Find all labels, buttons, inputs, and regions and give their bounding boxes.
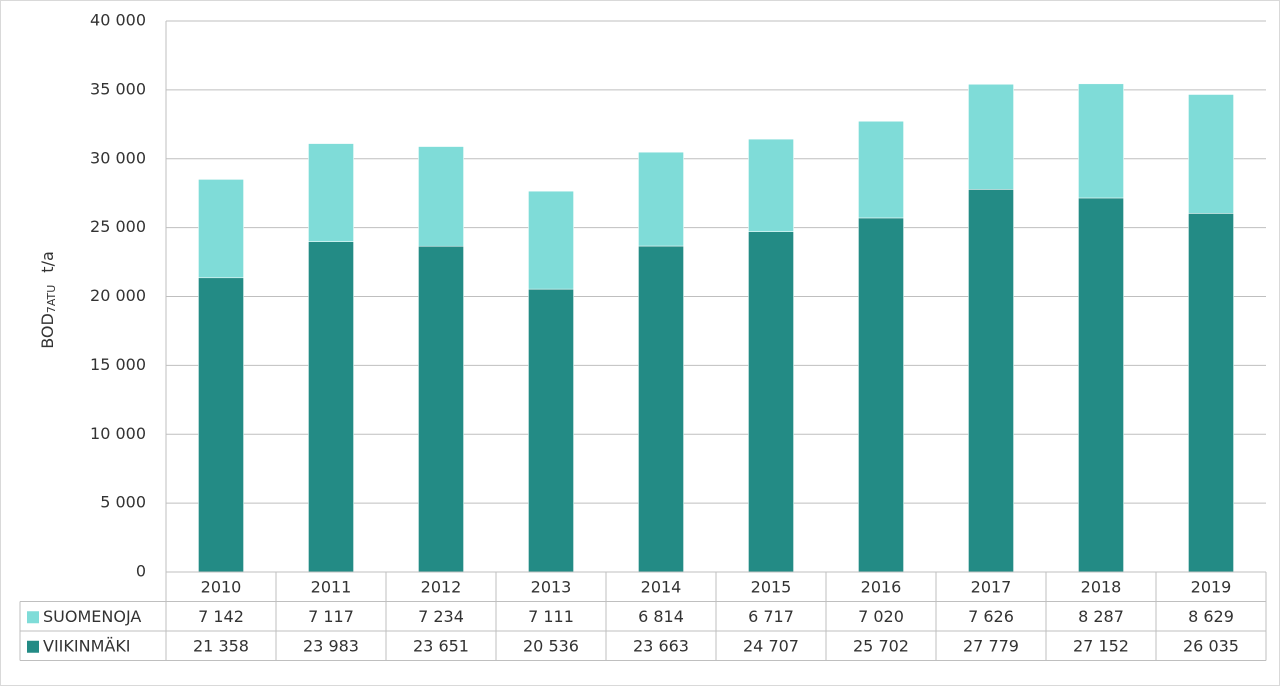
bar-segment (308, 143, 354, 242)
bar-segment (308, 241, 354, 573)
table-value: 21 358 (193, 636, 249, 655)
table-value: 23 651 (413, 636, 469, 655)
bar-segment (418, 245, 464, 573)
bar-segment (968, 189, 1014, 573)
table-value: 7 117 (308, 607, 354, 626)
y-tick-label: 35 000 (90, 79, 146, 98)
bar-segment (418, 146, 464, 247)
table-value: 6 814 (638, 607, 684, 626)
y-tick-label: 5 000 (100, 493, 146, 512)
x-tick-label: 2016 (861, 577, 902, 596)
y-tick-label: 15 000 (90, 355, 146, 374)
x-tick-label: 2011 (311, 577, 352, 596)
table-value: 27 779 (963, 636, 1019, 655)
x-tick-label: 2013 (531, 577, 572, 596)
y-tick-label: 40 000 (90, 11, 146, 30)
table-value: 7 020 (858, 607, 904, 626)
bar-segment (198, 179, 244, 279)
table-value: 26 035 (1183, 636, 1239, 655)
bar-segment (748, 138, 794, 232)
x-tick-label: 2018 (1081, 577, 1122, 596)
legend-swatch (27, 611, 39, 624)
table-value: 23 663 (633, 636, 689, 655)
table-value: 7 111 (528, 607, 574, 626)
bar-segment (528, 288, 574, 573)
x-tick-label: 2019 (1191, 577, 1232, 596)
bar-segment (1078, 83, 1124, 199)
bar-segment (198, 277, 244, 573)
x-tick-label: 2012 (421, 577, 462, 596)
table-value: 7 626 (968, 607, 1014, 626)
bar-segment (858, 121, 904, 219)
bar-segment (1078, 197, 1124, 573)
y-tick-label: 10 000 (90, 424, 146, 443)
table-value: 6 717 (748, 607, 794, 626)
table-value: 23 983 (303, 636, 359, 655)
x-tick-label: 2010 (201, 577, 242, 596)
bar-segment (638, 245, 684, 573)
y-label-unit: t/a (38, 251, 57, 272)
y-label-sub: 7ATU (45, 285, 58, 313)
bar-segment (858, 217, 904, 573)
legend-label: VIIKINMÄKI (43, 636, 131, 655)
bar-segment (1188, 213, 1234, 573)
table-value: 8 287 (1078, 607, 1124, 626)
table-value: 25 702 (853, 636, 909, 655)
y-tick-label: 20 000 (90, 286, 146, 305)
legend-swatch (27, 640, 39, 653)
bar-segment (1188, 94, 1234, 214)
x-tick-label: 2015 (751, 577, 792, 596)
bar-segment (638, 151, 684, 247)
y-tick-label: 25 000 (90, 217, 146, 236)
y-tick-label: 0 (136, 562, 146, 581)
bar-segment (968, 84, 1014, 190)
table-value: 7 142 (198, 607, 244, 626)
x-tick-label: 2014 (641, 577, 682, 596)
table-value: 8 629 (1188, 607, 1234, 626)
table-value: 27 152 (1073, 636, 1129, 655)
y-label-main: BOD (38, 313, 57, 349)
y-axis-label: BOD7ATU t/a (38, 251, 59, 349)
table-value: 24 707 (743, 636, 799, 655)
y-tick-label: 30 000 (90, 148, 146, 167)
table-value: 7 234 (418, 607, 464, 626)
table-value: 20 536 (523, 636, 579, 655)
x-tick-label: 2017 (971, 577, 1012, 596)
bar-segment (748, 231, 794, 573)
legend-label: SUOMENOJA (43, 607, 141, 626)
bar-segment (528, 190, 574, 290)
